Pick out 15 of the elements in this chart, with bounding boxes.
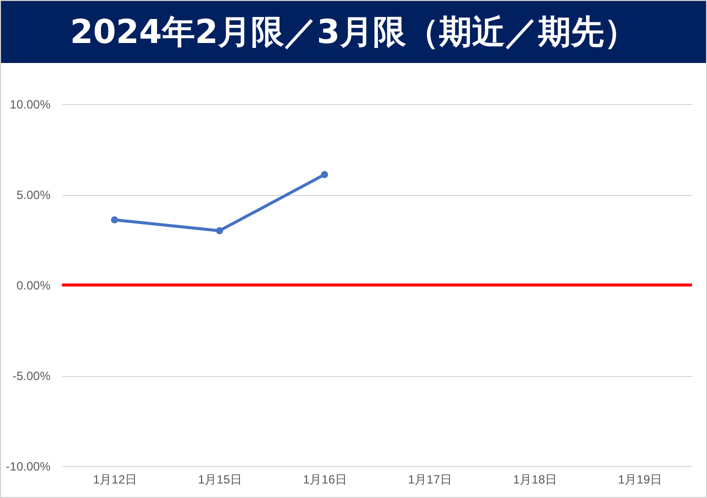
x-tick-label: 1月15日 [198, 472, 242, 486]
y-tick-label: 10.00% [10, 98, 51, 112]
chart-title: 2024年2月限／3月限（期近／期先） [1, 1, 706, 63]
y-tick-label: -5.00% [12, 369, 51, 383]
x-tick-label: 1月19日 [618, 472, 662, 486]
point [216, 227, 224, 234]
x-tick-label: 1月18日 [512, 472, 558, 486]
y-tick-label: 5.00% [16, 188, 51, 202]
x-tick-label: 1月17日 [408, 472, 452, 486]
y-tick-label: 0.00% [16, 278, 51, 292]
point [320, 171, 328, 178]
point [110, 216, 118, 224]
x-tick-label: 1月12日 [92, 472, 138, 486]
y-tick-label: -10.00% [6, 460, 51, 474]
x-tick-label: 1月16日 [302, 472, 348, 486]
